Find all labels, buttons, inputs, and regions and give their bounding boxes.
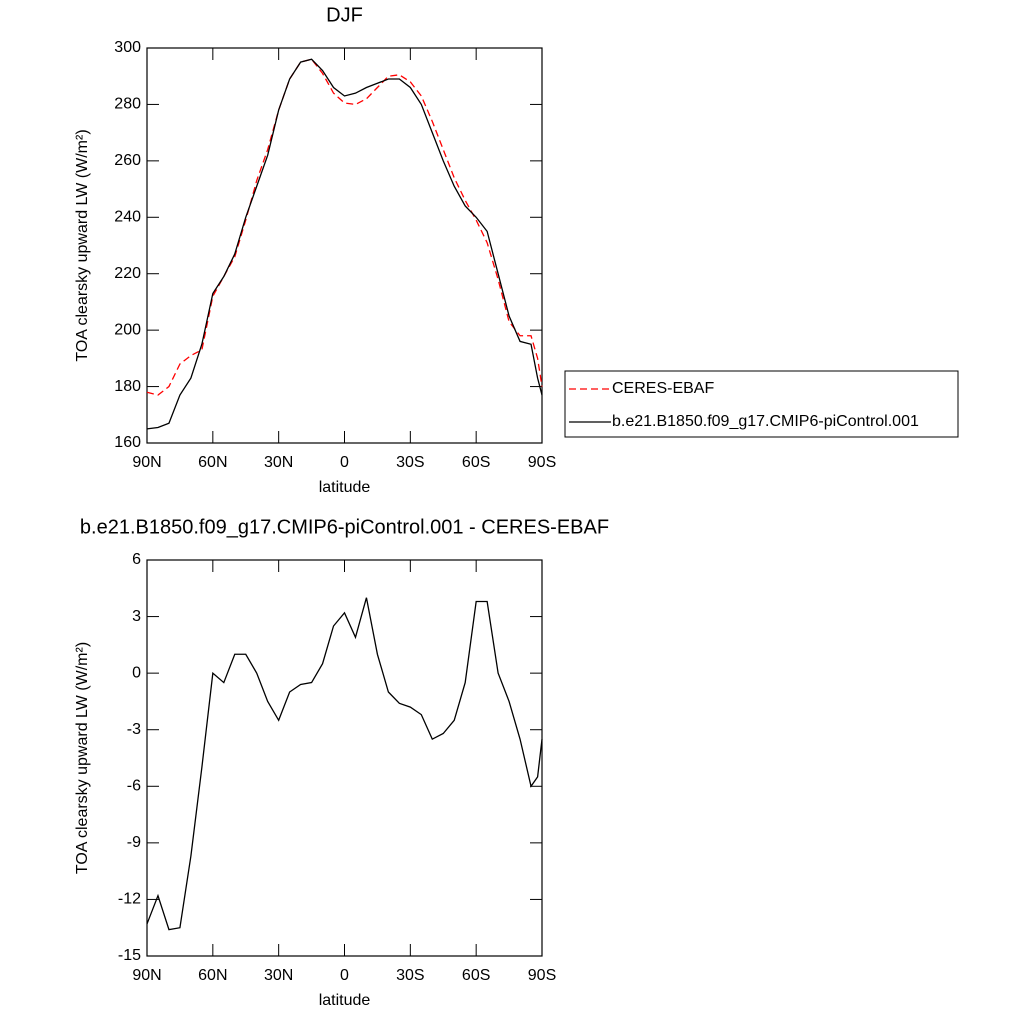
- x-tick-label: 60S: [462, 967, 490, 984]
- y-tick-label: -12: [118, 891, 141, 908]
- y-tick-label: 240: [114, 209, 141, 226]
- chart-title: DJF: [326, 4, 363, 26]
- y-tick-label: 6: [132, 551, 141, 568]
- x-tick-label: 30S: [396, 967, 424, 984]
- x-tick-label: 0: [340, 454, 349, 471]
- y-tick-label: 3: [132, 608, 141, 625]
- y-tick-label: 180: [114, 378, 141, 395]
- x-tick-label: 30S: [396, 454, 424, 471]
- x-tick-label: 90S: [528, 967, 556, 984]
- y-tick-label: -3: [127, 721, 141, 738]
- data-line: [146, 58, 543, 396]
- y-tick-label: -9: [127, 834, 141, 851]
- x-tick-label: 0: [340, 967, 349, 984]
- x-axis-label: latitude: [319, 992, 371, 1009]
- x-tick-label: 60S: [462, 454, 490, 471]
- y-axis-label: TOA clearsky upward LW (W/m²): [74, 129, 91, 361]
- x-tick-label: 60N: [198, 454, 227, 471]
- plot-frame: [146, 559, 543, 957]
- legend-label: b.e21.B1850.f09_g17.CMIP6-piControl.001: [612, 413, 919, 430]
- x-tick-label: 60N: [198, 967, 227, 984]
- y-axis-label: TOA clearsky upward LW (W/m²): [74, 642, 91, 874]
- y-tick-label: 280: [114, 96, 141, 113]
- x-tick-label: 90N: [132, 967, 161, 984]
- legend-box: [564, 370, 959, 438]
- y-tick-label: 220: [114, 265, 141, 282]
- x-tick-label: 90N: [132, 454, 161, 471]
- y-tick-label: 300: [114, 39, 141, 56]
- y-tick-label: 260: [114, 152, 141, 169]
- chart-title: b.e21.B1850.f09_g17.CMIP6-piControl.001 …: [80, 516, 609, 538]
- plot-frame: [146, 47, 543, 444]
- y-tick-label: -6: [127, 778, 141, 795]
- data-line: [146, 58, 543, 430]
- x-axis-label: latitude: [319, 479, 371, 496]
- x-tick-label: 90S: [528, 454, 556, 471]
- legend-label: CERES-EBAF: [612, 380, 714, 397]
- y-tick-label: 0: [132, 664, 141, 681]
- x-tick-label: 30N: [264, 454, 293, 471]
- y-tick-label: 200: [114, 321, 141, 338]
- x-tick-label: 30N: [264, 967, 293, 984]
- y-tick-label: 160: [114, 434, 141, 451]
- data-line: [146, 597, 543, 931]
- y-tick-label: -15: [118, 947, 141, 964]
